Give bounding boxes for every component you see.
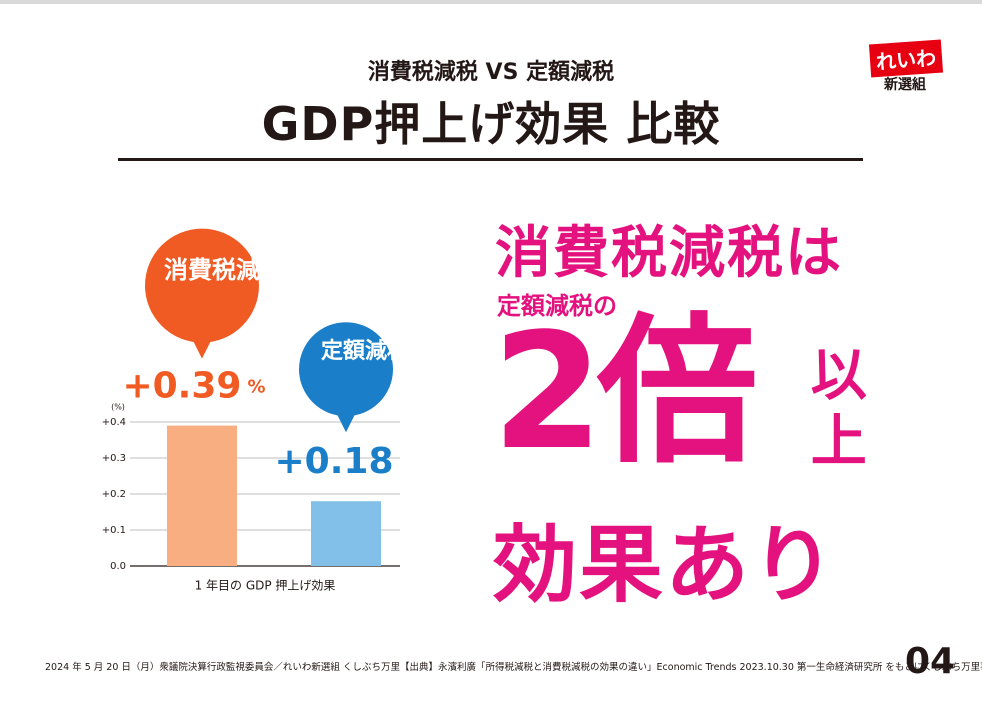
bubble: [145, 228, 259, 343]
bubble: [299, 322, 393, 417]
value-label: +0.18: [275, 441, 394, 482]
bubble-tail: [336, 412, 356, 433]
title-rule: [118, 158, 863, 161]
page-number: 04: [905, 641, 956, 682]
value-label: +0.39%: [122, 366, 265, 407]
y-tick-label: +0.2: [102, 489, 126, 500]
subtitle: 消費税減税 VS 定額減税: [367, 60, 615, 85]
bubble-tail: [192, 338, 212, 359]
y-tick-label: +0.4: [102, 417, 126, 428]
value-label-text: +0.18: [275, 441, 394, 482]
value-label-text: +0.39: [122, 366, 241, 407]
source-note: 2024 年 5 月 20 日（月）衆議院決算行政監視委員会／れいわ新選組 くし…: [45, 662, 982, 673]
lead-subtext: 定額減税の: [497, 292, 617, 320]
logo: れいわ 新選組: [862, 39, 950, 98]
top-bar: [0, 0, 982, 4]
y-tick-label: 0.0: [110, 561, 126, 572]
big-text: 2倍: [492, 298, 757, 485]
bar: [167, 425, 237, 566]
y-axis-unit: (%): [111, 403, 125, 412]
value-unit: %: [247, 377, 265, 398]
title: GDP押上げ効果 比較: [261, 97, 721, 151]
y-tick-label: +0.1: [102, 525, 126, 536]
category-label: 消費税減税: [164, 255, 284, 284]
x-axis-label: 1 年目の GDP 押上げ効果: [195, 579, 336, 593]
lead-text: 消費税減税は: [495, 221, 843, 286]
effect-text: 効果あり: [493, 516, 838, 614]
category-label: 定額減税: [321, 339, 410, 365]
vertical-text: 以上: [801, 345, 867, 477]
y-tick-label: +0.3: [102, 453, 126, 464]
logo-sub: 新選組: [884, 77, 926, 93]
bar: [311, 501, 381, 566]
